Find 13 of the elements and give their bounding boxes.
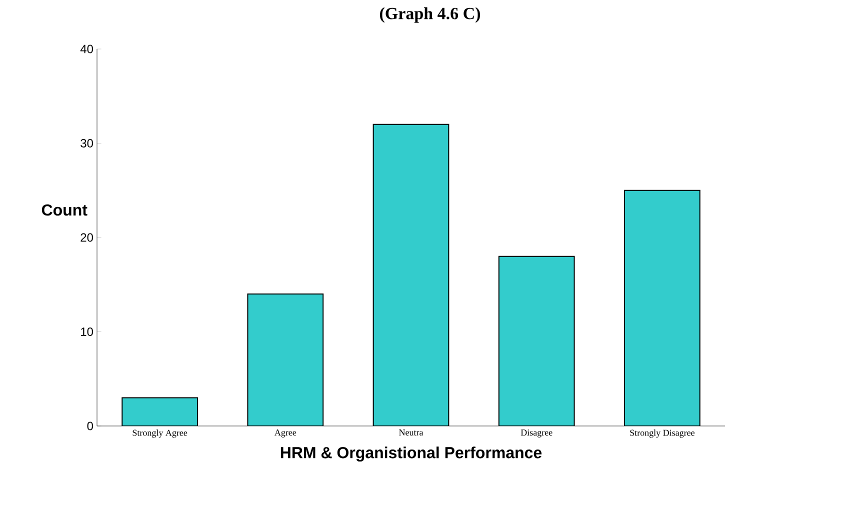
x-tick-label: Neutra — [399, 430, 424, 436]
x-tick-label: Disagree — [520, 430, 552, 438]
y-tick-label: 40 — [80, 44, 94, 54]
y-tick-label: 0 — [87, 422, 94, 430]
x-tick-label: Strongly Agree — [132, 430, 188, 438]
x-tick-label: Strongly Disagree — [630, 430, 695, 438]
y-tick-label: 10 — [81, 327, 94, 336]
y-tick-label: 30 — [80, 139, 94, 148]
y-axis-title: Count — [42, 204, 88, 216]
y-tick-label: 20 — [80, 233, 94, 242]
x-axis-title: HRM & Organistional Performance — [280, 446, 542, 462]
chart-title: (Graph 4.6 C) — [380, 7, 480, 23]
x-tick-label: Agree — [274, 430, 296, 438]
